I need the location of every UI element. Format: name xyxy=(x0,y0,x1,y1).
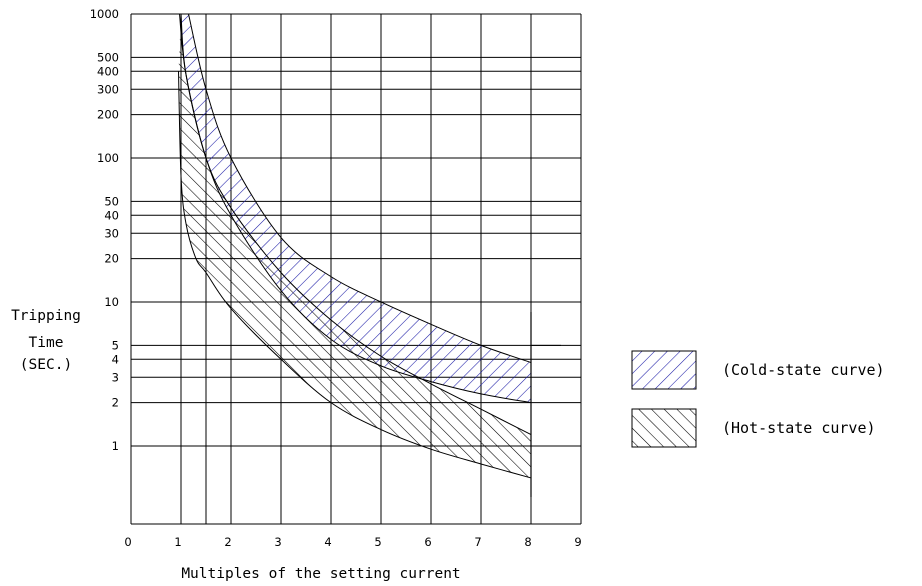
x-tick-label: 2 xyxy=(224,535,231,549)
y-tick-label: 300 xyxy=(97,82,119,96)
y-tick-label: 5 xyxy=(112,338,119,352)
x-tick-label: 1 xyxy=(174,535,181,549)
y-tick-label: 500 xyxy=(97,50,119,64)
y-tick-label: 2 xyxy=(112,396,119,410)
y-tick-label: 1 xyxy=(112,439,119,453)
plot-frame xyxy=(130,13,582,525)
x-tick-label: 6 xyxy=(424,535,431,549)
legend-swatch-cold-hatch xyxy=(631,350,697,390)
x-axis-tick-labels: 0 1 2 3 4 5 6 7 8 9 xyxy=(124,535,581,549)
legend-swatch-hot-hatch xyxy=(631,408,697,448)
legend: (Cold-state curve) (Hot-state curve) xyxy=(631,350,885,448)
y-tick-label: 100 xyxy=(97,151,119,165)
y-tick-label: 20 xyxy=(104,252,119,266)
x-axis-title: Multiples of the setting current xyxy=(181,566,460,582)
x-tick-label: 3 xyxy=(274,535,281,549)
cold-state-band xyxy=(179,14,531,403)
y-tick-label: 1000 xyxy=(90,7,119,21)
y-tick-label: 40 xyxy=(104,208,119,222)
x-tick-label: 5 xyxy=(374,535,381,549)
x-tick-label: 7 xyxy=(474,535,481,549)
y-axis-title: Tripping Time (SEC.) xyxy=(11,308,81,373)
y-axis-title-line-2: Time xyxy=(29,335,64,351)
band-curves xyxy=(178,13,561,497)
y-tick-label: 30 xyxy=(104,226,119,240)
y-tick-label: 4 xyxy=(112,352,119,366)
cold-state-upper-curve xyxy=(188,13,532,363)
x-tick-label: 4 xyxy=(324,535,331,549)
y-axis-title-line-3: (SEC.) xyxy=(20,357,72,373)
y-tick-label: 3 xyxy=(112,370,119,384)
y-tick-label: 10 xyxy=(104,295,119,309)
x-tick-label: 9 xyxy=(574,535,581,549)
hot-state-lower-curve xyxy=(178,71,532,479)
legend-label-cold: (Cold-state curve) xyxy=(722,361,885,379)
legend-label-hot: (Hot-state curve) xyxy=(722,419,876,437)
hot-state-upper-curve xyxy=(180,13,532,436)
y-tick-label: 400 xyxy=(97,64,119,78)
y-tick-label: 200 xyxy=(97,108,119,122)
x-tick-label: 0 xyxy=(124,535,131,549)
y-axis-title-line-1: Tripping xyxy=(11,308,81,324)
x-tick-label: 8 xyxy=(524,535,531,549)
y-tick-label: 50 xyxy=(104,194,119,208)
